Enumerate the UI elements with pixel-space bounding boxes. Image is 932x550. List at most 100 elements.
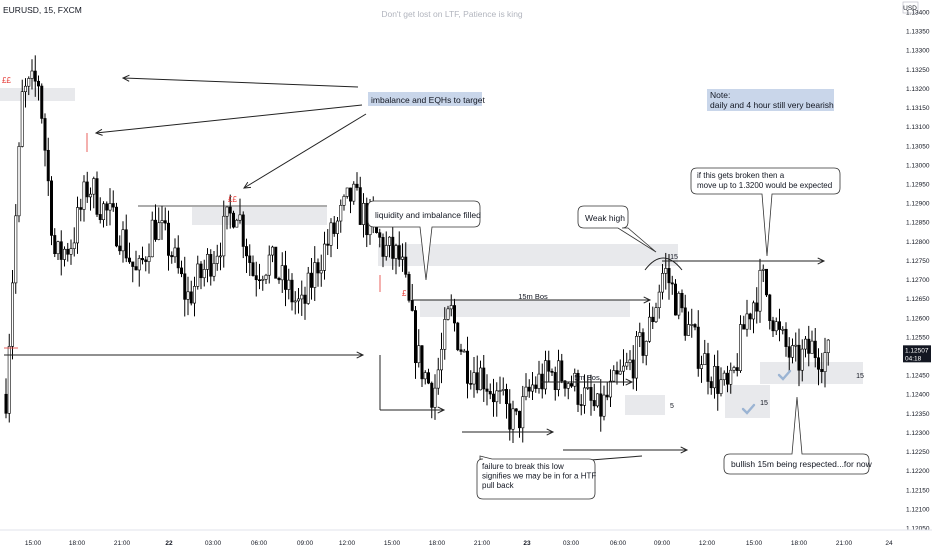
currency-box[interactable] bbox=[902, 1, 919, 14]
price-tick-label: 1.12550 bbox=[906, 334, 930, 341]
candle-up bbox=[293, 300, 297, 303]
callout-broken bbox=[690, 167, 841, 257]
candle-up bbox=[400, 256, 404, 260]
time-tick-label: 15:00 bbox=[25, 540, 42, 547]
candle-up bbox=[501, 389, 505, 391]
eqh-zone-left bbox=[0, 88, 75, 101]
price-tick-label: 1.13200 bbox=[906, 86, 930, 93]
candle-up bbox=[69, 248, 73, 255]
candle-up bbox=[235, 219, 239, 228]
candle-up bbox=[790, 345, 794, 358]
candle-up bbox=[222, 215, 226, 257]
candle-up bbox=[703, 353, 707, 366]
candle-down bbox=[303, 294, 307, 304]
candle-up bbox=[524, 386, 528, 398]
candle-up bbox=[17, 146, 21, 217]
candle-down bbox=[95, 178, 99, 215]
price-tick-label: 1.12450 bbox=[906, 373, 930, 380]
candle-up bbox=[121, 229, 125, 252]
note-daily-bg bbox=[707, 89, 834, 111]
candle-down bbox=[66, 248, 70, 255]
candle-down bbox=[53, 235, 57, 255]
candle-down bbox=[410, 300, 414, 311]
label-eq-2: ££ bbox=[228, 195, 237, 204]
time-tick-label: 21:00 bbox=[836, 540, 853, 547]
price-tick-label: 1.12950 bbox=[906, 182, 930, 189]
candle-down bbox=[283, 265, 287, 290]
candle-up bbox=[219, 255, 223, 258]
candle-down bbox=[452, 305, 456, 324]
arrow-to-imbalance-head bbox=[94, 128, 103, 136]
candle-up bbox=[810, 340, 814, 354]
candle-up bbox=[361, 203, 365, 225]
candle-up bbox=[345, 187, 349, 197]
candle-down bbox=[43, 118, 47, 151]
candle-down bbox=[365, 203, 369, 236]
candle-up bbox=[433, 387, 437, 408]
candle-down bbox=[430, 382, 434, 408]
candle-up bbox=[287, 279, 291, 290]
note-imbalance-bg bbox=[368, 92, 482, 106]
candle-down bbox=[820, 368, 824, 372]
candle-down bbox=[79, 207, 83, 210]
candle-down bbox=[569, 383, 573, 387]
candle-down bbox=[426, 372, 430, 384]
candle-down bbox=[797, 344, 801, 371]
candle-up bbox=[803, 338, 807, 350]
candle-down bbox=[459, 349, 463, 352]
candle-down bbox=[527, 386, 531, 392]
candle-up bbox=[537, 373, 541, 389]
candle-up bbox=[270, 246, 274, 256]
candle-down bbox=[764, 268, 768, 296]
price-tick-label: 1.12200 bbox=[906, 468, 930, 475]
arrow-to-top-zone-head bbox=[243, 181, 252, 189]
candle-down bbox=[176, 247, 180, 269]
candle-up bbox=[573, 372, 577, 387]
candle-up bbox=[608, 380, 612, 398]
arrow-low-left-head bbox=[356, 351, 365, 359]
candle-up bbox=[719, 379, 723, 394]
price-tick-label: 1.13400 bbox=[906, 10, 930, 17]
label-tf-15-c: 15 bbox=[856, 373, 864, 380]
candle-down bbox=[553, 372, 557, 391]
candle-up bbox=[387, 236, 391, 246]
candle-down bbox=[534, 384, 538, 389]
candle-up bbox=[150, 219, 154, 258]
candle-up bbox=[732, 367, 736, 371]
time-tick-label: 23 bbox=[523, 540, 531, 547]
candle-down bbox=[404, 256, 408, 275]
candle-up bbox=[206, 254, 210, 270]
price-axis-panel[interactable] bbox=[893, 0, 932, 550]
bos-zone-15m bbox=[420, 300, 630, 317]
time-tick-label: 09:00 bbox=[297, 540, 314, 547]
liquidity-zone bbox=[378, 244, 678, 266]
candle-up bbox=[647, 316, 651, 342]
candle-up bbox=[664, 268, 668, 274]
arrow-low-410-head bbox=[437, 406, 446, 414]
candle-up bbox=[462, 350, 466, 353]
candle-up bbox=[543, 360, 547, 390]
candle-down bbox=[154, 219, 158, 240]
candle-up bbox=[62, 248, 66, 260]
candle-up bbox=[745, 313, 749, 330]
candle-down bbox=[199, 263, 203, 279]
label-tf-5: 5 bbox=[670, 403, 674, 410]
candle-up bbox=[761, 268, 765, 271]
candle-down bbox=[576, 372, 580, 405]
candle-up bbox=[352, 183, 356, 202]
price-tick-label: 1.12400 bbox=[906, 392, 930, 399]
candle-up bbox=[638, 332, 642, 337]
arrow-to-top-zone bbox=[243, 113, 367, 189]
candle-down bbox=[274, 246, 278, 279]
candle-down bbox=[709, 381, 713, 389]
label-eq-3: £ bbox=[402, 289, 407, 298]
check-icon-2 bbox=[777, 369, 792, 381]
candle-down bbox=[134, 266, 138, 271]
candle-down bbox=[755, 302, 759, 312]
candle-down bbox=[167, 222, 171, 256]
candle-down bbox=[777, 321, 781, 330]
candle-down bbox=[391, 236, 395, 259]
candle-up bbox=[751, 302, 755, 320]
label-eq-1: ££ bbox=[2, 76, 11, 85]
